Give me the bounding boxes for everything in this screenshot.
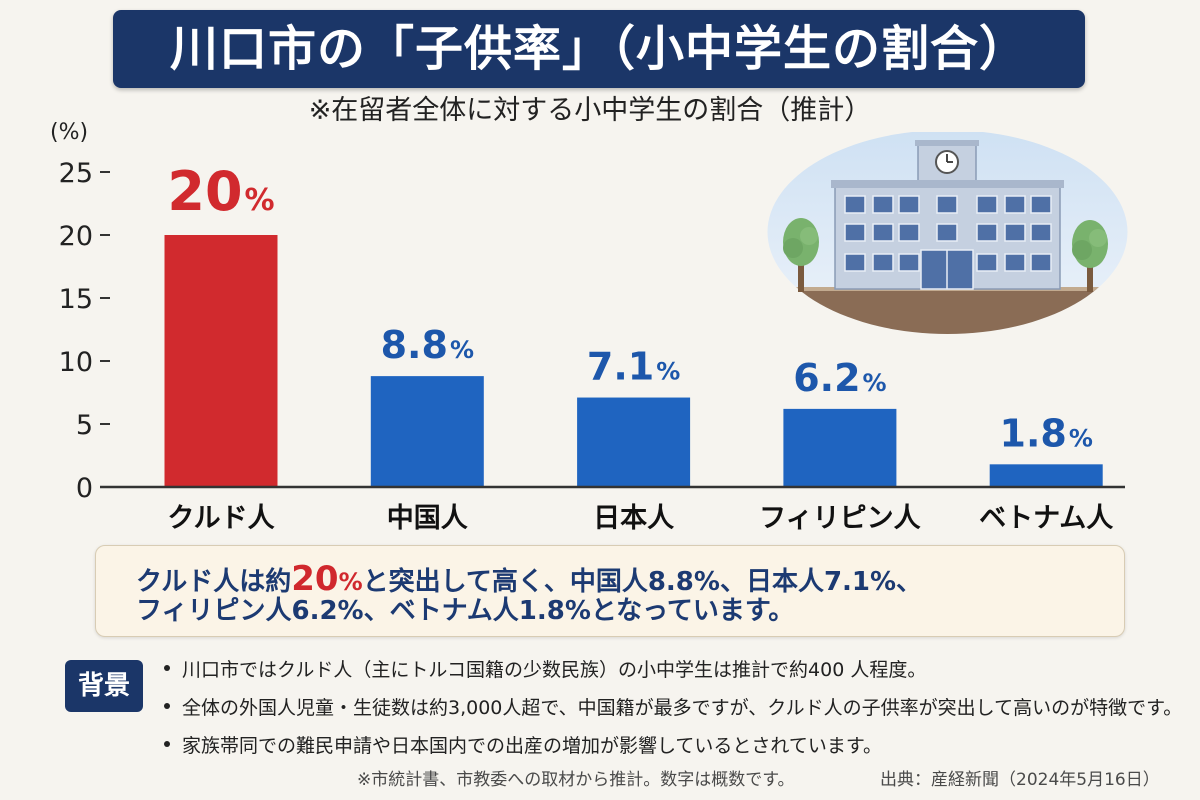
tree-left: [783, 218, 819, 292]
footer-note: ※市統計書、市教委への取材から推計。数字は概数です。: [357, 770, 795, 790]
school-window: [976, 195, 998, 214]
summary-text: と突出して高く、中国人8.8%、日本人7.1%、: [362, 567, 923, 597]
school-window: [898, 223, 920, 242]
page-title: 川口市の「子供率」（小中学生の割合）: [169, 21, 1028, 77]
background-bullet: 全体の外国人児童・生徒数は約3,000人超で、中国籍が最多ですが、クルド人の子供…: [164, 687, 1182, 725]
bullet-dot: [164, 741, 170, 747]
school-window: [976, 223, 998, 242]
chart-subtitle: ※在留者全体に対する小中学生の割合（推計）: [308, 95, 872, 126]
bar-value-number: 6.2: [793, 356, 860, 400]
school-illustration: [767, 132, 1128, 334]
bar: [989, 464, 1103, 487]
y-axis-label: (%): [50, 120, 88, 145]
school-building: [831, 140, 1064, 290]
bar-value-unit: %: [450, 336, 474, 364]
bullet-text: 家族帯同での難民申請や日本国内での出産の増加が影響しているとされています。: [182, 734, 882, 757]
footer-source: 出典：産経新聞（2024年5月16日）: [880, 770, 1160, 790]
summary-line-2: フィリピン人6.2%、ベトナム人1.8%となっています。: [136, 595, 794, 627]
bar-value-label: 20%: [167, 160, 274, 223]
school-window: [898, 195, 920, 214]
tree-right: [1072, 220, 1108, 292]
summary-line-1: クルド人は約20%と突出して高く、中国人8.8%、日本人7.1%、: [136, 562, 923, 597]
summary-box: クルド人は約20%と突出して高く、中国人8.8%、日本人7.1%、 フィリピン人…: [95, 545, 1125, 637]
school-window: [898, 253, 920, 272]
bar-value-unit: %: [656, 358, 680, 386]
school-window: [1030, 195, 1052, 214]
y-tick-label: 5: [76, 410, 93, 441]
bar-value-unit: %: [245, 183, 275, 218]
bullet-text: 全体の外国人児童・生徒数は約3,000人超で、中国籍が最多ですが、クルド人の子供…: [182, 696, 1183, 719]
school-windows: [844, 195, 1052, 272]
category-label: ベトナム人: [979, 503, 1113, 534]
school-window: [936, 195, 958, 214]
background-badge: 背景: [65, 660, 143, 712]
background-bullet: 川口市ではクルド人（主にトルコ国籍の少数民族）の小中学生は推計で約400 人程度…: [164, 649, 1182, 687]
bar-chart: (%) 0 5 10 15 20 25 20% クルド人 8.8% 中国人 7.1% 日本人 6.2% フィ…: [50, 120, 1125, 534]
category-label: クルド人: [167, 503, 274, 534]
school-window: [872, 195, 894, 214]
bar: [577, 397, 691, 487]
clock-icon: [935, 150, 959, 174]
bar: [370, 376, 484, 487]
school-window: [844, 195, 866, 214]
bar-value-unit: %: [1069, 424, 1093, 452]
bar: [164, 235, 278, 487]
background-bullet-list: 川口市ではクルド人（主にトルコ国籍の少数民族）の小中学生は推計で約400 人程度…: [164, 649, 1182, 763]
summary-highlight-value: 20: [291, 559, 339, 599]
summary-text: フィリピン人6.2%、ベトナム人1.8%となっています。: [136, 596, 795, 626]
background-bullet: 家族帯同での難民申請や日本国内での出産の増加が影響しているとされています。: [164, 725, 1182, 763]
bar-value-number: 7.1: [587, 345, 654, 389]
school-window: [1004, 195, 1026, 214]
school-window: [872, 253, 894, 272]
school-window: [844, 223, 866, 242]
y-tick-label: 0: [76, 473, 93, 504]
school-window: [872, 223, 894, 242]
y-tick-label: 20: [59, 221, 93, 252]
bar-value-label: 7.1%: [587, 345, 680, 389]
school-window: [844, 253, 866, 272]
summary-highlight-unit: %: [338, 568, 363, 596]
bar-value-label: 8.8%: [381, 323, 474, 367]
y-tick-label: 25: [59, 158, 93, 189]
school-window: [1004, 253, 1026, 272]
background-badge-label: 背景: [77, 671, 130, 701]
school-window: [976, 253, 998, 272]
bullet-dot: [164, 703, 170, 709]
bar-value-label: 1.8%: [1000, 411, 1093, 455]
bar-value-number: 20: [167, 160, 242, 223]
bar-value-number: 8.8: [381, 323, 448, 367]
school-window: [1030, 253, 1052, 272]
y-tick-label: 15: [59, 284, 93, 315]
bar-value-label: 6.2%: [793, 356, 886, 400]
school-roof: [831, 180, 1064, 188]
school-window: [1004, 223, 1026, 242]
bullet-dot: [164, 665, 170, 671]
bar-value-unit: %: [863, 369, 887, 397]
bar-value-number: 1.8: [1000, 411, 1067, 455]
school-window: [1030, 223, 1052, 242]
category-label: フィリピン人: [759, 503, 920, 534]
bullet-text: 川口市ではクルド人（主にトルコ国籍の少数民族）の小中学生は推計で約400 人程度…: [182, 658, 927, 681]
category-label: 中国人: [387, 503, 468, 534]
school-window: [936, 223, 958, 242]
tower-roof: [915, 140, 979, 146]
bar: [783, 408, 897, 487]
summary-text: クルド人は約: [136, 567, 292, 597]
title-banner: 川口市の「子供率」（小中学生の割合）: [113, 10, 1085, 88]
y-tick-label: 10: [59, 347, 93, 378]
category-label: 日本人: [593, 503, 674, 534]
